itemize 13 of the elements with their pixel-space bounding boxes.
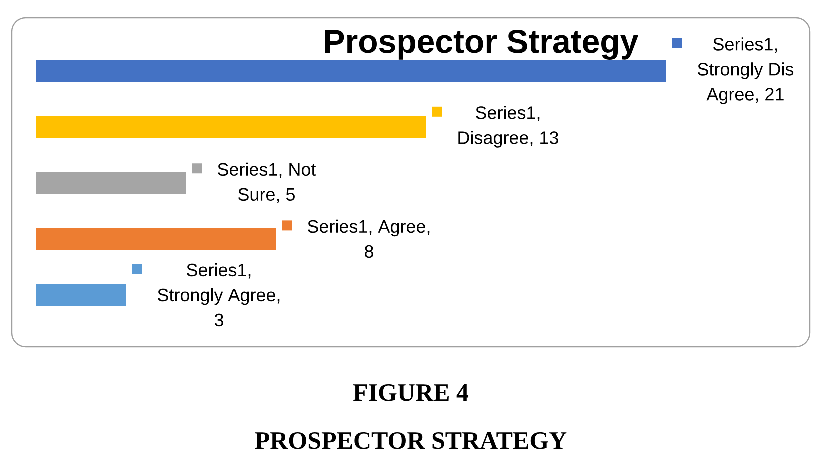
text: PROSPECTOR STRATEGY [255,432,567,450]
chart-title: Prospector Strategy [326,30,638,60]
bar [36,60,666,82]
bar [36,172,186,194]
caption: FIGURE 4 [353,384,469,402]
data-label: Series1, Not Sure, 5 [218,162,316,204]
data-label: Series1, Agree, 8 [308,220,430,258]
bar [36,284,126,306]
data-label: Series1, Strongly Dis Agree, 21 [698,38,794,104]
bar [36,228,276,250]
bar [36,116,426,138]
data-label: Series1, Strongly Agree, 3 [158,263,280,327]
data-label: Series1, Disagree, 13 [458,106,558,148]
